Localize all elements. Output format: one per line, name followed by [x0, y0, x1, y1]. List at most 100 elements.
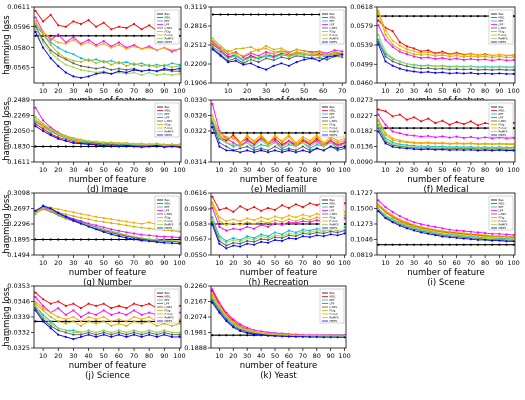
series-point	[239, 145, 242, 148]
series-point	[469, 71, 472, 74]
y-tick-label: 0.0539	[350, 41, 373, 49]
series-point	[455, 236, 458, 239]
series-point	[412, 64, 416, 67]
series-point	[260, 216, 263, 219]
series-point	[132, 34, 136, 37]
series-point	[57, 238, 60, 241]
series-point	[455, 71, 458, 74]
series-point	[249, 56, 252, 59]
series-point	[267, 225, 270, 228]
series-point	[253, 222, 256, 226]
legend-entry: LPF	[330, 209, 335, 213]
legend-entry: FSig	[330, 123, 336, 127]
series-point	[218, 216, 221, 219]
series-point	[308, 202, 311, 205]
series-point	[315, 131, 318, 134]
series-point	[218, 301, 221, 304]
series-point	[498, 68, 501, 71]
series-point	[391, 64, 394, 67]
series-point	[294, 149, 297, 152]
series-point	[315, 204, 318, 207]
series-line-5	[35, 307, 180, 336]
series-point	[239, 223, 242, 226]
series-point	[260, 223, 263, 226]
series-point	[329, 145, 332, 148]
series-point	[49, 324, 52, 327]
series-point	[148, 46, 151, 49]
series-point	[391, 43, 394, 46]
series-point	[405, 221, 408, 224]
x-tick-label: 60	[453, 259, 461, 267]
series-point	[72, 141, 75, 145]
legend-entry: F-mul	[165, 219, 173, 223]
series-point	[462, 229, 465, 233]
legend-entry: LPF	[330, 116, 335, 120]
series-point	[469, 53, 472, 56]
x-tick-label: 40	[424, 166, 432, 174]
series-point	[427, 64, 430, 67]
series-point	[34, 304, 37, 307]
x-tick-label: 70	[299, 166, 307, 174]
series-point	[273, 238, 277, 242]
series-point	[64, 209, 67, 212]
series-point	[170, 239, 173, 242]
series-point	[267, 131, 270, 134]
series-point	[469, 120, 472, 123]
series-point	[315, 141, 318, 144]
series-line-7	[211, 115, 345, 144]
series-point	[219, 44, 222, 47]
series-point	[462, 68, 465, 71]
series-point	[336, 336, 339, 339]
series-point	[512, 55, 515, 59]
x-tick-label: 80	[313, 259, 321, 267]
series-point	[484, 66, 487, 69]
series-point	[225, 319, 228, 323]
series-point	[405, 127, 408, 130]
series-point	[148, 68, 151, 71]
y-tick-label: 0.0182	[350, 127, 373, 135]
series-point	[310, 57, 313, 60]
legend-entry: LPF	[499, 23, 504, 27]
series-point	[391, 145, 394, 148]
series-point	[294, 222, 297, 225]
series-point	[301, 220, 304, 223]
series-point	[476, 147, 480, 150]
series-point	[505, 137, 508, 140]
series-point	[155, 70, 158, 73]
y-tick-label: 0.0227	[350, 112, 373, 120]
series-point	[491, 142, 494, 145]
series-point	[42, 304, 45, 307]
x-tick-label: 70	[338, 87, 346, 95]
series-point	[405, 218, 408, 221]
series-point	[405, 65, 408, 68]
legend-entry: F-mul	[165, 33, 173, 37]
series-point	[491, 72, 494, 75]
series-point	[301, 230, 304, 233]
series-point	[427, 67, 430, 70]
x-tick-label: 20	[54, 87, 62, 95]
series-point	[34, 145, 37, 148]
x-axis-label: number of feature	[240, 268, 317, 278]
series-point	[140, 335, 143, 338]
x-tick-label: 60	[115, 166, 123, 174]
y-tick-label: 0.2697	[7, 205, 30, 213]
series-point	[441, 135, 444, 138]
series-point	[420, 146, 423, 149]
series-point	[234, 53, 237, 56]
series-point	[280, 233, 284, 236]
series-point	[34, 307, 37, 310]
x-tick-label: 30	[243, 166, 251, 174]
series-point	[341, 50, 344, 53]
series-point	[391, 45, 394, 49]
series-point	[64, 25, 67, 28]
series-point	[287, 64, 291, 67]
series-point	[242, 63, 245, 66]
y-tick-label: 0.0322	[184, 127, 207, 135]
series-point	[155, 49, 158, 52]
series-point	[95, 228, 98, 231]
series-point	[72, 219, 75, 222]
series-point	[163, 329, 166, 332]
series-point	[484, 58, 487, 61]
series-point	[49, 41, 52, 44]
